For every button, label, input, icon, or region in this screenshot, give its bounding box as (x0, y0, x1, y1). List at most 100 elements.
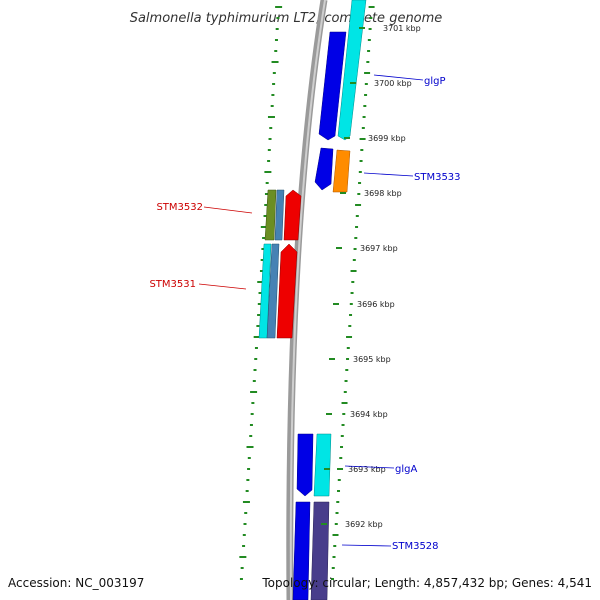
gc-dash (267, 160, 271, 162)
glgP-leader (373, 74, 424, 81)
gc-dash (257, 281, 265, 283)
ruler-ticks: 3701 kbp 3700 kbp 3699 kbp 3698 kbp 3697 kbp… (321, 24, 421, 529)
gc-dash (337, 490, 341, 492)
gc-dash (242, 534, 246, 536)
gc-dash (368, 6, 375, 8)
gc-dash (337, 479, 341, 481)
stm3532-cds[interactable] (283, 189, 302, 241)
gc-dash (342, 413, 346, 415)
gc-dash (261, 248, 265, 250)
gc-dash (367, 39, 371, 41)
tick-label: 3696 kbp (357, 300, 395, 309)
gc-dash (274, 39, 278, 41)
gc-dash (250, 391, 258, 393)
gc-dash (348, 325, 352, 327)
gc-dash (366, 61, 370, 63)
gc-dash (350, 292, 354, 294)
gc-dash (353, 248, 357, 250)
genome-backbone-highlight (289, 0, 326, 600)
stm3531-leader (198, 283, 247, 290)
gc-dash (257, 314, 261, 316)
tick-label: 3700 kbp (374, 79, 412, 88)
gc-dash (341, 402, 348, 404)
stm3532-feature-a (264, 189, 277, 241)
gc-dash (346, 336, 353, 338)
stm3532-feature-b (274, 189, 285, 241)
gc-dash (242, 545, 246, 547)
gc-dash (247, 457, 251, 459)
gc-dash (344, 380, 348, 382)
gc-dash (364, 72, 371, 74)
gc-dash (363, 105, 367, 107)
gc-dash (359, 160, 363, 162)
gc-dash (271, 61, 279, 63)
gc-dash (244, 512, 248, 514)
gc-dash (336, 501, 340, 503)
gc-dash (263, 215, 267, 217)
gc-dash (246, 479, 250, 481)
stm3531-feature-b (266, 243, 280, 339)
tick-label: 3693 kbp (348, 465, 386, 474)
gc-dash (351, 281, 355, 283)
gc-dash (340, 446, 344, 448)
gene-label-glgA[interactable]: glgA (395, 464, 417, 475)
stm3528-leader (341, 544, 392, 547)
tick-label: 3694 kbp (350, 410, 388, 419)
gc-dash (362, 116, 366, 118)
glgA-leader (344, 465, 395, 469)
gc-dash (262, 237, 266, 239)
accession-text: Accession: NC_003197 (8, 576, 144, 590)
gc-dash (243, 523, 247, 525)
gene-label-stm3533[interactable]: STM3533 (414, 172, 461, 183)
gc-dash (246, 446, 254, 448)
stm3531-cds[interactable] (276, 243, 298, 339)
gc-dash (269, 127, 273, 129)
glgP-cds[interactable] (318, 31, 347, 141)
gc-dash (352, 259, 356, 261)
gc-dash (340, 435, 344, 437)
stm3528-cds[interactable] (292, 501, 311, 600)
gc-dash (364, 83, 368, 85)
gc-dash (264, 204, 268, 206)
gc-dash (359, 138, 366, 140)
gene-label-stm3532[interactable]: STM3532 (156, 202, 203, 213)
gc-dash (239, 578, 243, 580)
gc-dash (265, 182, 269, 184)
gc-dash (249, 424, 253, 426)
gc-dash (240, 567, 244, 569)
stm3533-cds[interactable] (314, 147, 334, 191)
gc-dash (260, 226, 268, 228)
gc-dash (267, 116, 275, 118)
gc-dash (358, 182, 362, 184)
gc-skew-track-right (331, 6, 375, 580)
gc-dash (275, 28, 279, 30)
glgA-cds[interactable] (296, 433, 314, 497)
tick-label: 3699 kbp (368, 134, 406, 143)
gc-dash (272, 72, 276, 74)
gc-dash (343, 391, 347, 393)
gc-dash (349, 314, 353, 316)
gc-dash (276, 17, 280, 19)
gene-label-glgP[interactable]: glgP (424, 76, 446, 87)
gc-dash (364, 94, 368, 96)
gc-dash (275, 6, 283, 8)
gc-dash (270, 105, 274, 107)
gc-dash (355, 215, 359, 217)
gc-dash (272, 83, 276, 85)
gc-dash (350, 270, 357, 272)
gc-dash (258, 292, 262, 294)
gc-dash (346, 358, 350, 360)
stm3533-feature (332, 149, 351, 193)
gc-dash (355, 226, 359, 228)
gc-dash (357, 193, 361, 195)
gc-dash (332, 534, 339, 536)
gene-label-stm3531[interactable]: STM3531 (149, 279, 196, 290)
gc-dash (361, 127, 365, 129)
gc-dash (267, 149, 271, 151)
gc-dash (253, 369, 257, 371)
gc-dash (345, 369, 349, 371)
gene-label-stm3528[interactable]: STM3528 (392, 541, 439, 552)
gc-skew-track-left (239, 6, 283, 580)
gc-dash (253, 336, 261, 338)
tick-label: 3698 kbp (364, 189, 402, 198)
